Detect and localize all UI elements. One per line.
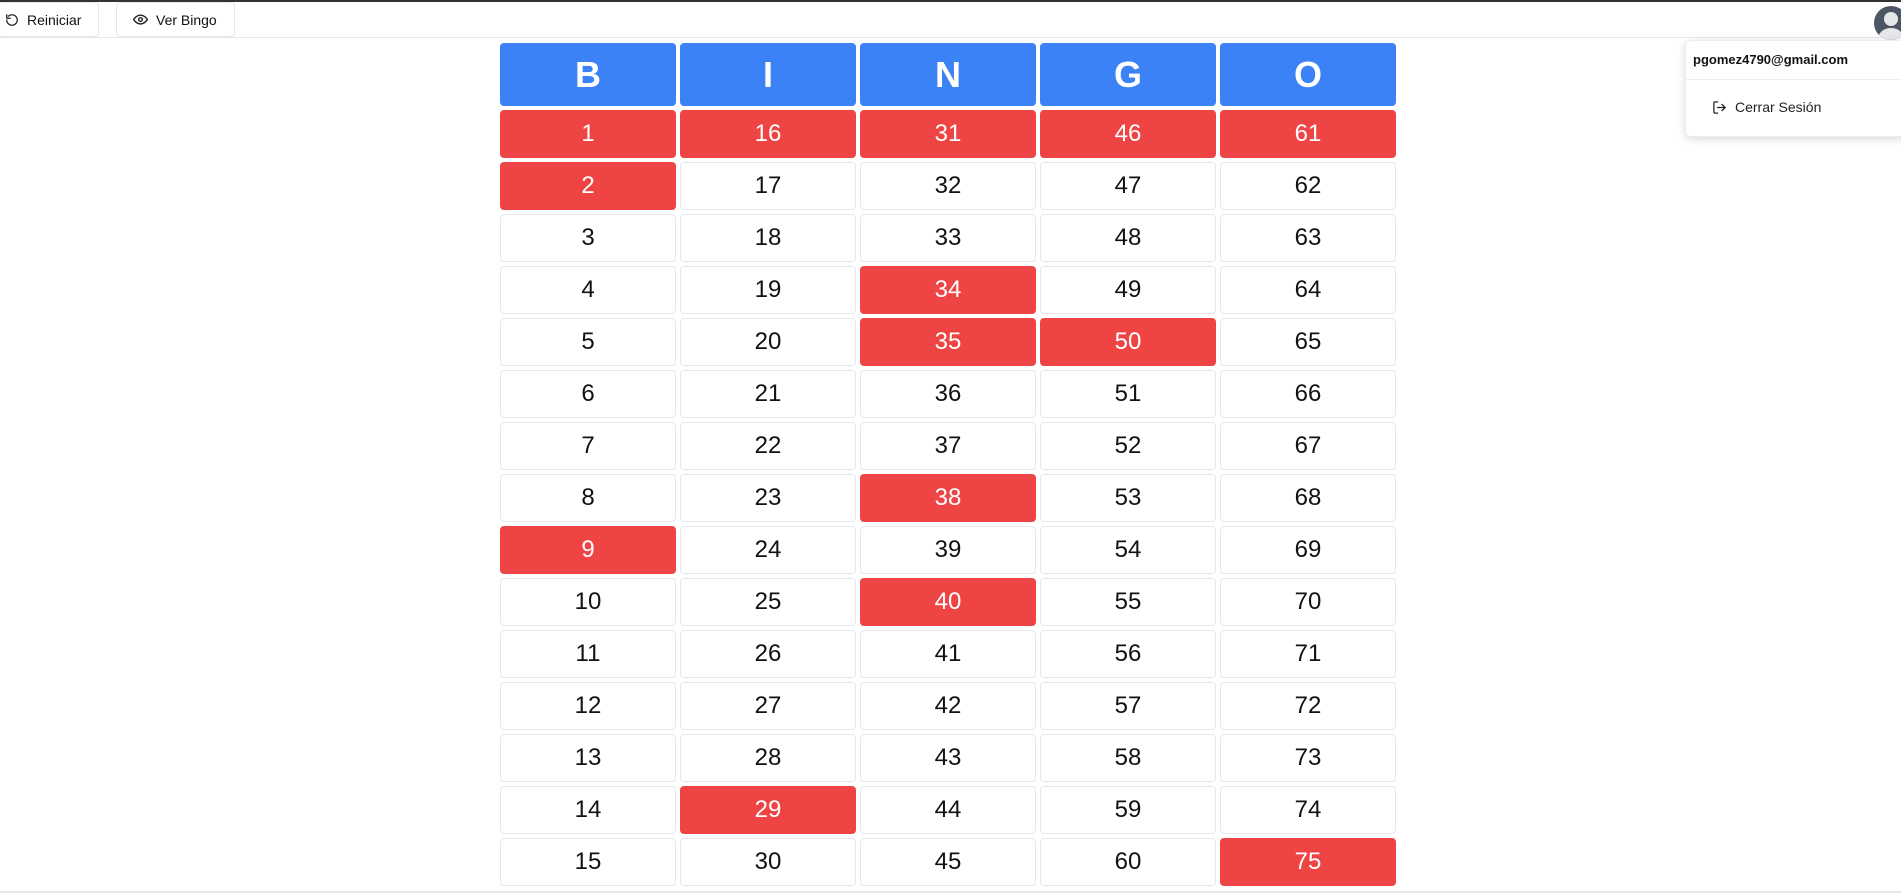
column-header-i: I [680, 43, 856, 106]
bingo-number-cell[interactable]: 18 [680, 214, 856, 262]
bingo-number-cell[interactable]: 54 [1040, 526, 1216, 574]
bingo-board: B I N G O 1 16 31 46 61 2 17 32 47 62 3 18 33 48 63 4 19 34 49 6… [500, 43, 1396, 890]
bingo-number-cell[interactable]: 58 [1040, 734, 1216, 782]
bingo-number-cell[interactable]: 24 [680, 526, 856, 574]
bingo-number-cell[interactable]: 73 [1220, 734, 1396, 782]
bingo-number-cell[interactable]: 13 [500, 734, 676, 782]
bingo-number-cell[interactable]: 22 [680, 422, 856, 470]
bingo-number-cell[interactable]: 56 [1040, 630, 1216, 678]
bingo-number-cell[interactable]: 64 [1220, 266, 1396, 314]
view-bingo-button[interactable]: Ver Bingo [116, 2, 235, 37]
bingo-number-cell[interactable]: 42 [860, 682, 1036, 730]
bingo-number-cell[interactable]: 2 [500, 162, 676, 210]
bingo-number-cell[interactable]: 59 [1040, 786, 1216, 834]
bingo-number-cell[interactable]: 29 [680, 786, 856, 834]
reset-button[interactable]: Reiniciar [0, 2, 99, 37]
bingo-number-cell[interactable]: 38 [860, 474, 1036, 522]
bingo-number-cell[interactable]: 28 [680, 734, 856, 782]
bingo-number-cell[interactable]: 67 [1220, 422, 1396, 470]
user-email: pgomez4790@gmail.com [1693, 52, 1849, 67]
bingo-number-cell[interactable]: 35 [860, 318, 1036, 366]
bingo-number-cell[interactable]: 25 [680, 578, 856, 626]
bingo-number-cell[interactable]: 45 [860, 838, 1036, 886]
bingo-number-cell[interactable]: 3 [500, 214, 676, 262]
user-icon [1877, 12, 1901, 40]
bingo-number-cell[interactable]: 9 [500, 526, 676, 574]
bingo-number-cell[interactable]: 19 [680, 266, 856, 314]
bingo-number-cell[interactable]: 33 [860, 214, 1036, 262]
bingo-number-cell[interactable]: 37 [860, 422, 1036, 470]
bingo-number-cell[interactable]: 1 [500, 110, 676, 158]
logout-icon [1713, 100, 1726, 114]
user-avatar[interactable] [1874, 6, 1901, 40]
bingo-number-cell[interactable]: 27 [680, 682, 856, 730]
reset-button-label: Reiniciar [27, 11, 82, 28]
bingo-number-cell[interactable]: 51 [1040, 370, 1216, 418]
logout-menu-item[interactable]: Cerrar Sesión [1712, 99, 1821, 115]
bingo-number-cell[interactable]: 12 [500, 682, 676, 730]
bingo-number-cell[interactable]: 6 [500, 370, 676, 418]
bingo-number-cell[interactable]: 68 [1220, 474, 1396, 522]
bingo-number-cell[interactable]: 10 [500, 578, 676, 626]
bingo-number-cell[interactable]: 63 [1220, 214, 1396, 262]
bingo-number-cell[interactable]: 53 [1040, 474, 1216, 522]
bingo-number-cell[interactable]: 71 [1220, 630, 1396, 678]
bingo-number-cell[interactable]: 48 [1040, 214, 1216, 262]
bingo-number-cell[interactable]: 15 [500, 838, 676, 886]
bingo-number-cell[interactable]: 20 [680, 318, 856, 366]
bingo-number-cell[interactable]: 21 [680, 370, 856, 418]
bottom-divider [0, 891, 1901, 893]
toolbar: Reiniciar Ver Bingo [0, 2, 1901, 40]
bingo-number-cell[interactable]: 46 [1040, 110, 1216, 158]
bingo-number-cell[interactable]: 55 [1040, 578, 1216, 626]
bingo-number-cell[interactable]: 52 [1040, 422, 1216, 470]
bingo-number-cell[interactable]: 34 [860, 266, 1036, 314]
bingo-number-cell[interactable]: 72 [1220, 682, 1396, 730]
bingo-number-cell[interactable]: 41 [860, 630, 1036, 678]
view-bingo-button-label: Ver Bingo [156, 11, 217, 28]
bingo-number-cell[interactable]: 66 [1220, 370, 1396, 418]
bingo-number-cell[interactable]: 39 [860, 526, 1036, 574]
menu-divider [1686, 79, 1901, 80]
bingo-number-cell[interactable]: 31 [860, 110, 1036, 158]
column-header-b: B [500, 43, 676, 106]
refresh-icon [6, 13, 18, 26]
bingo-number-cell[interactable]: 17 [680, 162, 856, 210]
bingo-number-cell[interactable]: 61 [1220, 110, 1396, 158]
bingo-number-cell[interactable]: 60 [1040, 838, 1216, 886]
bingo-number-cell[interactable]: 57 [1040, 682, 1216, 730]
bingo-number-cell[interactable]: 36 [860, 370, 1036, 418]
bingo-number-cell[interactable]: 69 [1220, 526, 1396, 574]
bingo-number-cell[interactable]: 5 [500, 318, 676, 366]
logout-label: Cerrar Sesión [1735, 99, 1822, 115]
bingo-number-cell[interactable]: 32 [860, 162, 1036, 210]
bingo-number-cell[interactable]: 11 [500, 630, 676, 678]
bingo-number-cell[interactable]: 75 [1220, 838, 1396, 886]
bingo-number-cell[interactable]: 23 [680, 474, 856, 522]
bingo-number-cell[interactable]: 65 [1220, 318, 1396, 366]
bingo-number-cell[interactable]: 30 [680, 838, 856, 886]
bingo-number-cell[interactable]: 14 [500, 786, 676, 834]
bingo-number-cell[interactable]: 40 [860, 578, 1036, 626]
column-header-n: N [860, 43, 1036, 106]
bingo-number-cell[interactable]: 62 [1220, 162, 1396, 210]
bingo-number-cell[interactable]: 49 [1040, 266, 1216, 314]
bingo-number-cell[interactable]: 16 [680, 110, 856, 158]
bingo-number-cell[interactable]: 8 [500, 474, 676, 522]
bingo-number-cell[interactable]: 43 [860, 734, 1036, 782]
window-top-border [0, 0, 1901, 2]
user-dropdown-menu: pgomez4790@gmail.com Cerrar Sesión [1685, 40, 1901, 137]
bingo-number-cell[interactable]: 50 [1040, 318, 1216, 366]
bingo-number-cell[interactable]: 7 [500, 422, 676, 470]
bingo-number-cell[interactable]: 47 [1040, 162, 1216, 210]
bingo-number-cell[interactable]: 4 [500, 266, 676, 314]
bingo-number-cell[interactable]: 70 [1220, 578, 1396, 626]
bingo-number-cell[interactable]: 74 [1220, 786, 1396, 834]
bingo-number-cell[interactable]: 44 [860, 786, 1036, 834]
column-header-o: O [1220, 43, 1396, 106]
eye-icon [133, 14, 148, 25]
column-header-g: G [1040, 43, 1216, 106]
bingo-number-cell[interactable]: 26 [680, 630, 856, 678]
